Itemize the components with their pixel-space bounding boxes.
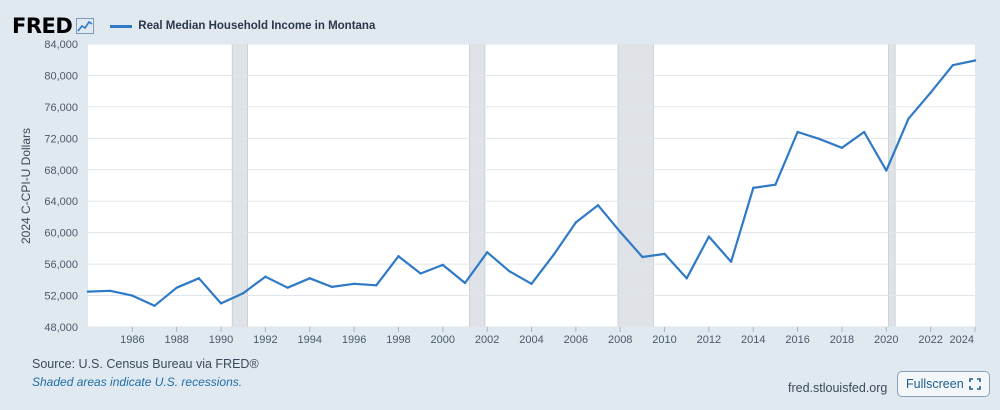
data-point[interactable] (508, 269, 511, 273)
data-point[interactable] (729, 260, 733, 263)
data-point[interactable] (419, 272, 422, 275)
x-tick-label: 2024 (950, 334, 974, 346)
data-point[interactable] (441, 263, 444, 267)
x-tick-label: 2006 (564, 334, 588, 346)
data-point[interactable] (330, 285, 334, 289)
data-point[interactable] (574, 221, 578, 224)
y-tick-label: 52,000 (44, 291, 78, 303)
data-point[interactable] (641, 255, 644, 259)
data-point[interactable] (907, 117, 910, 120)
chart-header: FRED Real Median Household Income in Mon… (12, 12, 375, 40)
data-point[interactable] (375, 284, 378, 287)
x-tick-label: 2020 (874, 334, 898, 346)
data-point[interactable] (774, 183, 777, 186)
data-point[interactable] (397, 255, 400, 258)
data-point[interactable] (219, 302, 223, 305)
data-point[interactable] (552, 253, 555, 256)
x-tick-label: 1998 (386, 334, 410, 346)
recession-band (888, 43, 896, 328)
fullscreen-button[interactable]: Fullscreen (897, 371, 990, 397)
fullscreen-label: Fullscreen (906, 377, 964, 391)
x-tick-label: 1990 (209, 334, 233, 346)
recession-band (469, 43, 486, 328)
legend: Real Median Household Income in Montana (110, 20, 375, 32)
data-point[interactable] (973, 59, 977, 62)
data-point[interactable] (197, 277, 201, 280)
data-point[interactable] (619, 230, 622, 234)
data-point[interactable] (951, 64, 955, 67)
y-tick-label: 60,000 (44, 228, 78, 240)
x-tick-label: 1996 (342, 334, 366, 346)
data-point[interactable] (352, 282, 356, 285)
data-point[interactable] (131, 294, 134, 297)
x-tick-label: 2010 (652, 334, 676, 346)
data-series (86, 59, 977, 307)
source-note: Source: U.S. Census Bureau via FRED® (32, 357, 259, 371)
y-axis-label: 2024 C-CPI-U Dollars (19, 128, 33, 244)
recession-note: Shaded areas indicate U.S. recessions. (32, 375, 243, 389)
x-tick-label: 2018 (830, 334, 854, 346)
data-point[interactable] (929, 91, 932, 94)
y-tick-label: 76,000 (44, 102, 78, 114)
x-axis-ticks: 1986 1988 1990 1992 1994 1996 1998 2000 2002 2004… (120, 327, 976, 346)
data-point[interactable] (796, 130, 799, 134)
data-point[interactable] (308, 277, 311, 280)
recession-band (231, 43, 248, 328)
fullscreen-icon (968, 378, 981, 390)
data-point[interactable] (463, 281, 467, 285)
x-tick-label: 2008 (608, 334, 632, 346)
y-tick-label: 64,000 (44, 196, 78, 208)
data-point[interactable] (885, 169, 888, 172)
x-tick-label: 2022 (918, 334, 942, 346)
data-point[interactable] (108, 289, 112, 293)
data-point[interactable] (153, 304, 156, 307)
y-tick-label: 80,000 (44, 70, 78, 82)
data-point[interactable] (752, 186, 755, 190)
data-point[interactable] (530, 282, 533, 285)
x-tick-label: 1986 (120, 334, 144, 346)
fred-link[interactable]: fred.stlouisfed.org (788, 381, 888, 395)
recession-shading (231, 43, 896, 328)
y-tick-label: 72,000 (44, 133, 78, 145)
y-tick-label: 84,000 (44, 39, 78, 51)
x-tick-label: 2004 (519, 334, 543, 346)
data-point[interactable] (485, 251, 489, 254)
x-tick-label: 1992 (253, 334, 277, 346)
data-point[interactable] (663, 252, 666, 256)
x-tick-label: 1994 (298, 334, 322, 346)
data-point[interactable] (818, 137, 821, 141)
data-point[interactable] (175, 286, 178, 289)
legend-label: Real Median Household Income in Montana (138, 20, 376, 32)
data-point[interactable] (242, 291, 245, 295)
data-point[interactable] (685, 277, 688, 280)
chart-trend-icon (76, 18, 95, 34)
x-tick-label: 2000 (431, 334, 455, 346)
recession-band (617, 43, 654, 328)
x-tick-label: 2016 (785, 334, 809, 346)
x-tick-label: 2002 (475, 334, 499, 346)
data-point[interactable] (840, 146, 844, 149)
data-point[interactable] (596, 203, 600, 207)
data-point[interactable] (264, 275, 267, 278)
fred-logo[interactable]: FRED (12, 14, 73, 38)
data-point[interactable] (286, 286, 289, 289)
data-point[interactable] (707, 235, 711, 238)
x-tick-label: 1988 (164, 334, 188, 346)
x-tick-label: 2014 (741, 334, 765, 346)
y-tick-label: 56,000 (44, 259, 78, 271)
x-tick-label: 2012 (697, 334, 721, 346)
legend-swatch (110, 24, 133, 28)
y-tick-label: 68,000 (44, 165, 78, 177)
data-point[interactable] (862, 130, 866, 134)
y-axis-ticks: 48,000 52,000 56,000 60,000 64,000 68,000 72,0… (44, 39, 78, 334)
data-point[interactable] (86, 290, 90, 293)
y-tick-label: 48,000 (44, 322, 78, 334)
